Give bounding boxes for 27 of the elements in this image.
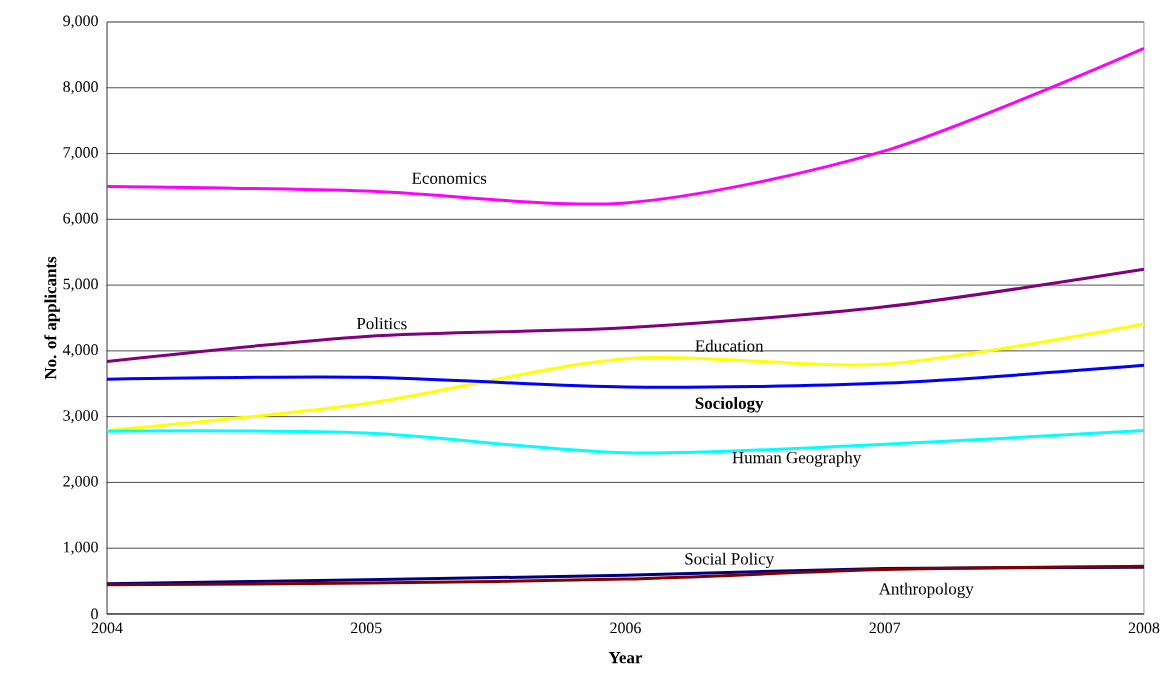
y-tick-label: 2,000 — [63, 475, 98, 489]
x-tick-label: 2007 — [869, 622, 901, 634]
y-tick-label: 8,000 — [63, 81, 98, 95]
x-tick-label: 2008 — [1128, 622, 1160, 634]
series-label: Social Policy — [685, 552, 775, 569]
series-label: Economics — [412, 172, 487, 184]
line-series — [105, 267, 1146, 363]
x-tick-label: 2006 — [610, 622, 641, 634]
y-tick-label: 6,000 — [63, 212, 98, 226]
x-tick-label: 2004 — [91, 622, 123, 634]
y-tick-label: 9,000 — [63, 15, 98, 29]
line-series — [105, 363, 1146, 389]
x-tick-label: 2005 — [351, 622, 382, 634]
series-label: Education — [695, 339, 764, 352]
y-tick-label: 0 — [91, 608, 98, 620]
line-series — [105, 46, 1146, 206]
series-label: Sociology — [695, 397, 764, 413]
y-tick-label: 3,000 — [63, 410, 98, 424]
series-label: Anthropology — [878, 582, 974, 599]
y-tick-label: 1,000 — [64, 541, 98, 555]
y-tick-label: 7,000 — [63, 147, 98, 161]
series-label: Politics — [356, 317, 407, 330]
x-axis-title: Year — [608, 652, 643, 664]
series-label: Human Geography — [732, 451, 862, 467]
y-tick-label: 4,000 — [62, 344, 98, 358]
y-tick-label: 5,000 — [63, 278, 98, 292]
y-axis-title: No. of applicants — [44, 256, 60, 380]
